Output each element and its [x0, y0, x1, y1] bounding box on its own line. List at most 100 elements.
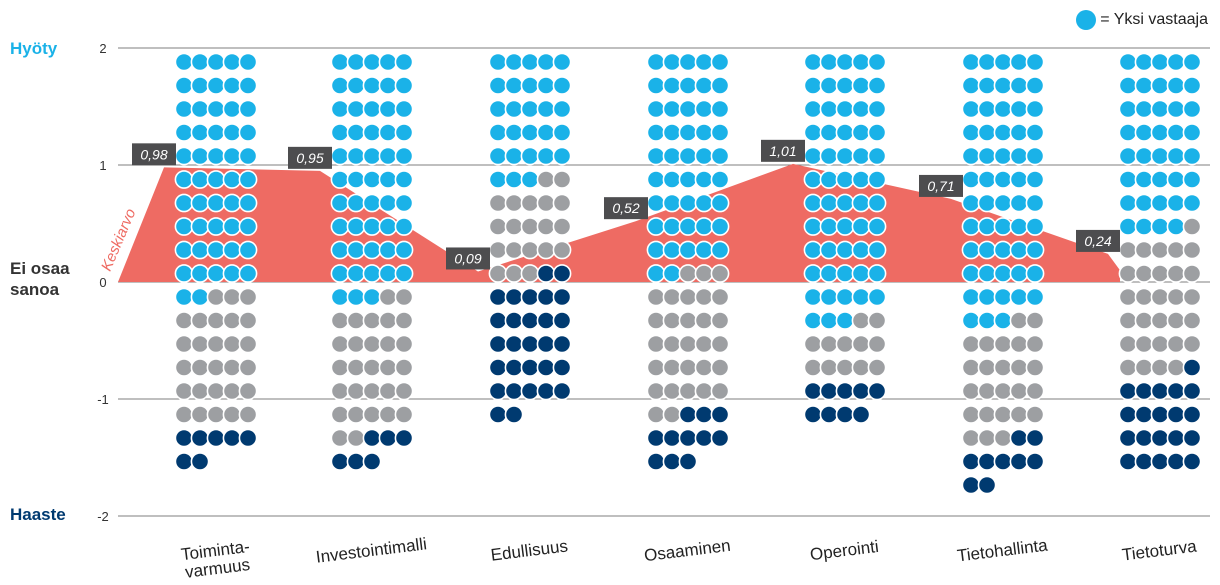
respondent-dot: [662, 334, 682, 354]
category-label-line: Investointimalli: [315, 534, 428, 566]
respondent-dot: [819, 146, 839, 166]
respondent-dot: [1150, 240, 1170, 260]
respondent-dot: [238, 428, 258, 448]
respondent-dot: [346, 123, 366, 142]
respondent-dot: [1166, 334, 1186, 354]
respondent-dot: [993, 452, 1013, 471]
respondent-dot: [1009, 123, 1029, 142]
respondent-dot: [520, 287, 540, 307]
respondent-dot: [238, 76, 258, 95]
respondent-dot: [1134, 99, 1154, 119]
respondent-dot: [1166, 146, 1186, 166]
respondent-dot: [330, 428, 350, 448]
respondent-dot: [977, 311, 997, 330]
respondent-dot: [819, 170, 839, 189]
respondent-dot: [1134, 217, 1154, 236]
respondent-dot: [1134, 405, 1154, 424]
respondent-dot: [346, 428, 366, 448]
respondent-dot: [174, 428, 194, 448]
respondent-dot: [238, 146, 258, 166]
respondent-dot: [238, 405, 258, 424]
respondent-dot: [536, 146, 556, 166]
respondent-dot: [378, 334, 398, 354]
respondent-dot: [346, 193, 366, 213]
respondent-dot: [662, 311, 682, 330]
respondent-dot: [1134, 123, 1154, 142]
respondent-dot: [851, 52, 871, 72]
respondent-dot: [1166, 381, 1186, 401]
respondent-dot: [1118, 146, 1138, 166]
respondent-dot: [961, 405, 981, 424]
respondent-dot: [819, 264, 839, 283]
respondent-dot: [694, 52, 714, 72]
respondent-dot: [977, 52, 997, 72]
respondent-dot: [552, 358, 572, 377]
value-label: 0,09: [454, 250, 481, 266]
respondent-dot: [504, 311, 524, 330]
respondent-dot: [646, 193, 666, 213]
respondent-dot: [206, 358, 226, 377]
respondent-dot: [174, 334, 194, 354]
respondent-dot: [520, 146, 540, 166]
respondent-dot: [222, 405, 242, 424]
legend-label: = Yksi vastaaja: [1100, 11, 1208, 28]
respondent-dot: [378, 287, 398, 307]
respondent-dot: [961, 428, 981, 448]
respondent-dot: [662, 52, 682, 72]
respondent-dot: [552, 193, 572, 213]
respondent-dot: [803, 217, 823, 236]
respondent-dot: [174, 240, 194, 260]
respondent-dot: [536, 193, 556, 213]
respondent-dot: [222, 193, 242, 213]
respondent-dot: [520, 76, 540, 95]
respondent-dot: [504, 217, 524, 236]
respondent-dot: [190, 240, 210, 260]
respondent-dot: [694, 358, 714, 377]
respondent-dot: [819, 405, 839, 424]
respondent-dot: [488, 170, 508, 189]
respondent-dot: [678, 334, 698, 354]
respondent-dot: [552, 123, 572, 142]
respondent-dot: [520, 311, 540, 330]
respondent-dot: [710, 287, 730, 307]
respondent-dot: [1182, 99, 1202, 119]
respondent-dot: [1166, 99, 1186, 119]
respondent-dot: [851, 123, 871, 142]
respondent-dot: [206, 311, 226, 330]
respondent-dot: [867, 287, 887, 307]
respondent-dot: [504, 99, 524, 119]
respondent-dot: [678, 405, 698, 424]
respondent-dot: [694, 240, 714, 260]
respondent-dot: [1150, 76, 1170, 95]
respondent-dot: [346, 217, 366, 236]
respondent-dot: [346, 405, 366, 424]
respondent-dot: [1009, 287, 1029, 307]
respondent-dot: [1134, 76, 1154, 95]
respondent-dot: [1134, 264, 1154, 283]
category-label: Operointi: [809, 537, 880, 564]
respondent-dot: [867, 52, 887, 72]
respondent-dot: [346, 264, 366, 283]
respondent-dot: [694, 170, 714, 189]
respondent-dot: [504, 146, 524, 166]
respondent-dot: [694, 334, 714, 354]
respondent-dot: [710, 99, 730, 119]
respondent-dot: [552, 334, 572, 354]
respondent-dot: [394, 264, 414, 283]
respondent-dot: [190, 99, 210, 119]
respondent-dot: [710, 358, 730, 377]
respondent-dot: [1150, 193, 1170, 213]
respondent-dot: [819, 358, 839, 377]
respondent-dot: [851, 146, 871, 166]
respondent-dot: [977, 99, 997, 119]
respondent-dot: [867, 358, 887, 377]
respondent-dot: [1182, 358, 1202, 377]
respondent-dot: [330, 381, 350, 401]
respondent-dot: [1166, 52, 1186, 72]
respondent-dot: [803, 264, 823, 283]
respondent-dot: [346, 240, 366, 260]
respondent-dot: [803, 358, 823, 377]
respondent-dot: [646, 123, 666, 142]
respondent-dot: [394, 381, 414, 401]
respondent-dot: [1025, 334, 1045, 354]
